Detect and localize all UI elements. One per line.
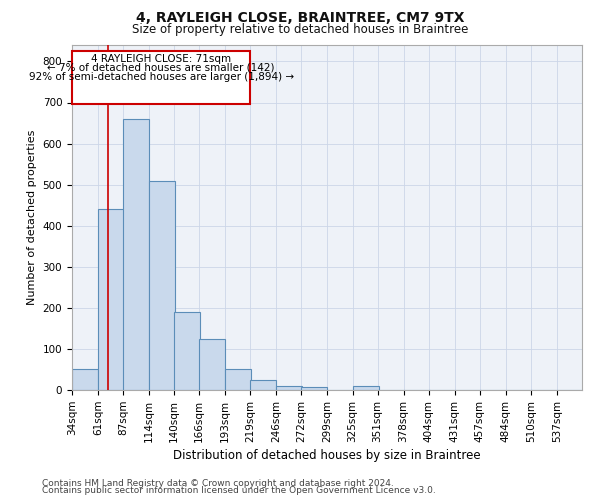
Text: Contains public sector information licensed under the Open Government Licence v3: Contains public sector information licen… (42, 486, 436, 495)
Text: 92% of semi-detached houses are larger (1,894) →: 92% of semi-detached houses are larger (… (29, 72, 294, 82)
Bar (301, 386, 328, 390)
Text: ← 7% of detached houses are smaller (142): ← 7% of detached houses are smaller (142… (47, 62, 275, 72)
Text: 4 RAYLEIGH CLOSE: 71sqm: 4 RAYLEIGH CLOSE: 71sqm (91, 54, 231, 64)
Y-axis label: Number of detached properties: Number of detached properties (27, 130, 37, 305)
Text: 4, RAYLEIGH CLOSE, BRAINTREE, CM7 9TX: 4, RAYLEIGH CLOSE, BRAINTREE, CM7 9TX (136, 11, 464, 25)
Bar (174, 312, 200, 390)
Bar (98, 210, 124, 390)
Text: Size of property relative to detached houses in Braintree: Size of property relative to detached ho… (132, 22, 468, 36)
Bar (199, 338, 225, 390)
Bar (353, 386, 379, 390)
Bar (149, 180, 175, 390)
Bar (72, 370, 98, 390)
Bar (250, 380, 277, 390)
X-axis label: Distribution of detached houses by size in Braintree: Distribution of detached houses by size … (173, 449, 481, 462)
Bar (123, 119, 149, 390)
Bar (277, 386, 302, 390)
Bar (225, 370, 251, 390)
Text: Contains HM Land Registry data © Crown copyright and database right 2024.: Contains HM Land Registry data © Crown c… (42, 478, 394, 488)
Bar (72, 51, 250, 104)
